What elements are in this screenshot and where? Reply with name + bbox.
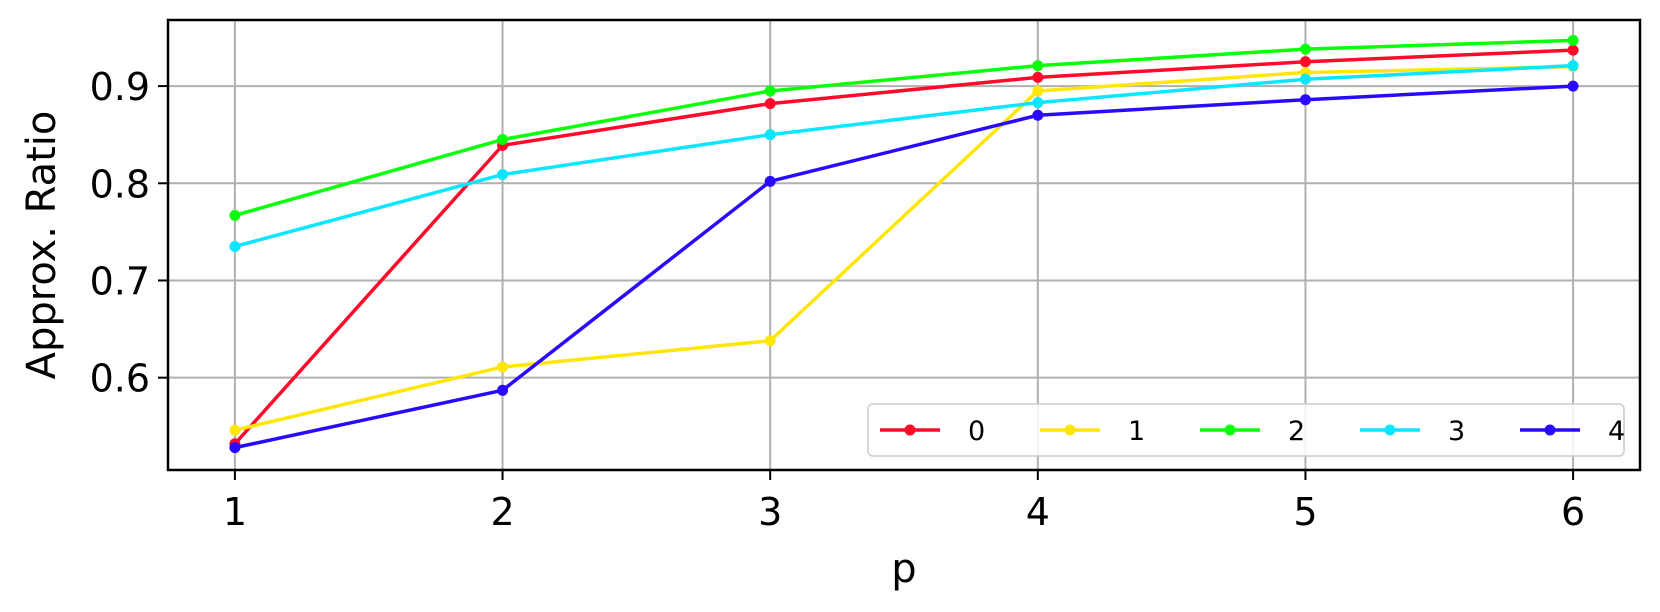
data-point [229, 424, 241, 436]
data-point [497, 384, 509, 396]
data-point [1299, 94, 1311, 106]
legend-label: 4 [1608, 416, 1625, 447]
axis-ticks: 1 2 3 4 5 6 0.6 0.7 0.8 0.9 [90, 65, 1586, 534]
series-line-1 [233, 64, 1575, 432]
data-point [1567, 34, 1579, 46]
series-line-0 [233, 48, 1575, 446]
x-tick-label: 3 [758, 490, 782, 534]
data-point [764, 98, 776, 110]
y-tick-label: 0.7 [90, 259, 150, 303]
data-point [1032, 109, 1044, 121]
series-3 [229, 60, 1579, 252]
data-point [1299, 73, 1311, 85]
data-point [764, 129, 776, 141]
y-tick-label: 0.9 [90, 65, 150, 109]
data-point [229, 209, 241, 221]
data-point [229, 240, 241, 252]
legend-label: 0 [968, 416, 985, 447]
legend-label: 1 [1128, 416, 1145, 447]
data-point [1567, 80, 1579, 92]
legend-marker [904, 424, 916, 436]
data-point [1299, 56, 1311, 68]
series-line-3 [233, 63, 1575, 249]
legend-marker [1224, 424, 1236, 436]
legend-marker [1064, 424, 1076, 436]
data-point [1032, 71, 1044, 83]
data-point [1032, 60, 1044, 72]
series-line-2 [233, 38, 1575, 218]
legend-label: 3 [1448, 416, 1465, 447]
x-axis-label: p [891, 546, 916, 592]
data-point [229, 442, 241, 454]
x-tick-label: 6 [1561, 490, 1585, 534]
grid [168, 20, 1640, 470]
legend-item-1: 1 [1040, 416, 1145, 447]
data-point [764, 85, 776, 97]
data-point [1567, 44, 1579, 56]
legend-item-0: 0 [880, 416, 985, 447]
legend-item-3: 3 [1360, 416, 1465, 447]
data-point [764, 335, 776, 347]
y-axis-label: Approx. Ratio [19, 111, 65, 380]
plot-frame [166, 18, 1642, 472]
x-tick-label: 5 [1293, 490, 1317, 534]
series-layer [229, 34, 1579, 454]
series-2 [229, 34, 1579, 221]
data-point [764, 175, 776, 187]
legend-item-4: 4 [1520, 416, 1625, 447]
y-tick-label: 0.8 [90, 162, 150, 206]
legend-label: 2 [1288, 416, 1305, 447]
legend-marker [1384, 424, 1396, 436]
data-point [1032, 97, 1044, 109]
data-point [1032, 85, 1044, 97]
y-tick-label: 0.6 [90, 357, 150, 401]
data-point [497, 361, 509, 373]
legend-item-2: 2 [1200, 416, 1305, 447]
data-point [497, 134, 509, 146]
x-tick-label: 4 [1026, 490, 1050, 534]
series-0 [229, 44, 1579, 450]
legend-marker [1544, 424, 1556, 436]
series-4 [229, 80, 1579, 454]
legend: 0 1 2 3 4 [867, 403, 1625, 457]
data-point [1299, 43, 1311, 55]
x-tick-label: 1 [223, 490, 247, 534]
x-tick-label: 2 [490, 490, 514, 534]
data-point [497, 169, 509, 181]
series-line-4 [233, 84, 1575, 450]
data-point [1567, 60, 1579, 72]
